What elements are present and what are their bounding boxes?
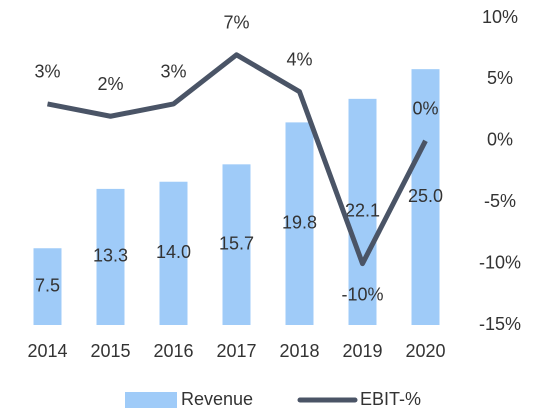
bar xyxy=(96,188,125,325)
x-tick-label: 2017 xyxy=(216,341,256,361)
y2-tick-label: -5% xyxy=(484,191,516,211)
bar-label: 19.8 xyxy=(282,212,317,232)
bar xyxy=(159,181,188,325)
line-label: 4% xyxy=(286,49,312,69)
bar xyxy=(348,98,377,326)
x-tick-label: 2016 xyxy=(153,341,193,361)
legend-swatch xyxy=(125,392,177,408)
line-label: -10% xyxy=(341,284,383,304)
line-label: 7% xyxy=(223,13,249,33)
y2-tick-label: -10% xyxy=(479,252,521,272)
line-label: 2% xyxy=(97,74,123,94)
bar-label: 7.5 xyxy=(35,275,60,295)
bar-label: 13.3 xyxy=(93,246,128,266)
line-label: 3% xyxy=(160,62,186,82)
x-tick-label: 2020 xyxy=(405,341,445,361)
bar-label: 22.1 xyxy=(345,201,380,221)
bar-label: 15.7 xyxy=(219,233,254,253)
bar xyxy=(33,248,62,325)
y2-tick-label: 10% xyxy=(482,7,518,27)
bar xyxy=(285,122,314,325)
line-label: 3% xyxy=(34,62,60,82)
line xyxy=(47,52,428,267)
x-tick-label: 2019 xyxy=(342,341,382,361)
bar-label: 14.0 xyxy=(156,242,191,262)
x-tick-label: 2014 xyxy=(27,341,67,361)
y2-tick-label: 0% xyxy=(487,130,513,150)
x-tick-label: 2018 xyxy=(279,341,319,361)
bar xyxy=(411,69,440,326)
line-label: 0% xyxy=(412,99,438,119)
bar xyxy=(222,164,251,325)
y2-tick-label: -15% xyxy=(479,314,521,334)
bar-label: 25.0 xyxy=(408,186,443,206)
legend-label: EBIT-% xyxy=(360,389,421,409)
legend-label: Revenue xyxy=(181,389,253,409)
x-tick-label: 2015 xyxy=(90,341,130,361)
y2-tick-label: 5% xyxy=(487,68,513,88)
